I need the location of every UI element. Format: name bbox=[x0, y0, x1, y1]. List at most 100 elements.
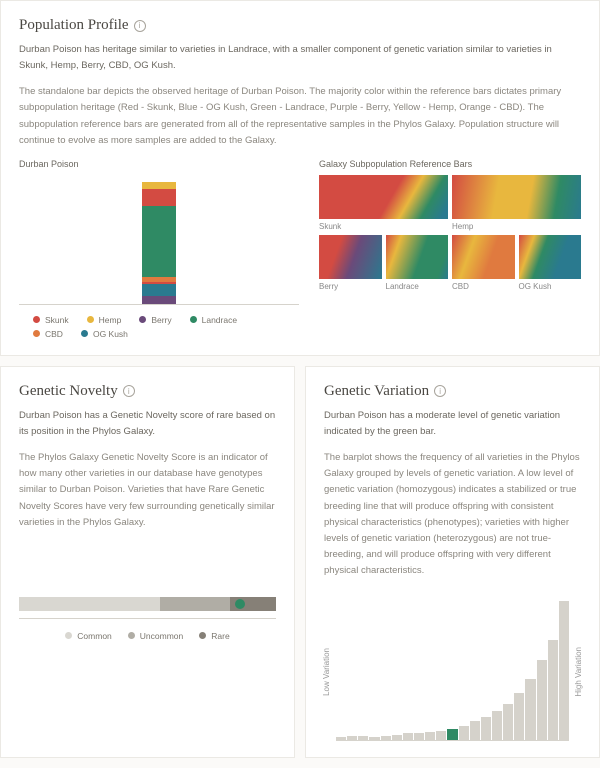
novelty-segment bbox=[160, 597, 229, 611]
variation-title-text: Genetic Variation bbox=[324, 383, 429, 400]
variation-desc: The barplot shows the frequency of all v… bbox=[324, 450, 581, 579]
variation-bar bbox=[537, 660, 547, 741]
legend-dot bbox=[128, 632, 135, 639]
population-legend: Skunk Hemp Berry Landrace CBD OG Kush bbox=[19, 315, 299, 339]
variation-bar bbox=[403, 733, 413, 740]
legend-item: Skunk bbox=[33, 315, 69, 325]
variation-summary: Durban Poison has a moderate level of ge… bbox=[324, 408, 581, 440]
variation-bar bbox=[548, 640, 558, 740]
variation-bar bbox=[492, 711, 502, 740]
variation-bar bbox=[503, 704, 513, 740]
legend-label: Uncommon bbox=[140, 631, 183, 641]
variation-bar bbox=[436, 731, 446, 741]
reference-label: Skunk bbox=[319, 222, 448, 231]
variation-bar bbox=[369, 737, 379, 740]
legend-item: OG Kush bbox=[81, 329, 128, 339]
legend-dot bbox=[81, 330, 88, 337]
population-charts: Durban Poison SkunkHempBerryLandraceCBDO… bbox=[19, 159, 581, 339]
stack-segment bbox=[142, 182, 176, 189]
stacked-bar bbox=[142, 182, 176, 304]
variation-bar bbox=[559, 601, 569, 740]
legend-dot bbox=[65, 632, 72, 639]
reference-grid: Skunk Hemp Berry LandraceCBD OG Kush bbox=[319, 175, 581, 291]
stack-segment bbox=[142, 206, 176, 277]
refs-label: Galaxy Subpopulation Reference Bars bbox=[319, 159, 581, 169]
novelty-summary: Durban Poison has a Genetic Novelty scor… bbox=[19, 408, 276, 440]
info-icon[interactable]: i bbox=[434, 385, 446, 397]
legend-dot bbox=[33, 316, 40, 323]
legend-item: CBD bbox=[33, 329, 63, 339]
legend-label: Landrace bbox=[202, 315, 237, 325]
stack-segment bbox=[142, 189, 176, 206]
reference-label: Berry bbox=[319, 282, 382, 291]
legend-dot bbox=[139, 316, 146, 323]
variation-bar bbox=[347, 736, 357, 740]
novelty-chart: Common Uncommon Rare bbox=[19, 561, 276, 641]
reference-cell: CBD bbox=[452, 235, 515, 291]
reference-cell: Skunk bbox=[319, 175, 448, 231]
reference-cell: OG Kush bbox=[519, 235, 582, 291]
info-icon[interactable]: i bbox=[123, 385, 135, 397]
variation-bar bbox=[358, 736, 368, 740]
legend-label: Hemp bbox=[99, 315, 122, 325]
reference-cell: Berry bbox=[319, 235, 382, 291]
stack-segment bbox=[142, 296, 176, 303]
reference-label: Hemp bbox=[452, 222, 581, 231]
reference-bar bbox=[319, 235, 382, 279]
legend-dot bbox=[87, 316, 94, 323]
legend-item: Hemp bbox=[87, 315, 122, 325]
legend-item: Berry bbox=[139, 315, 171, 325]
variation-bar bbox=[414, 733, 424, 740]
legend-label: Berry bbox=[151, 315, 171, 325]
population-title-text: Population Profile bbox=[19, 17, 129, 34]
population-references: Galaxy Subpopulation Reference Bars Skun… bbox=[319, 159, 581, 339]
novelty-bar bbox=[19, 591, 276, 619]
legend-label: Common bbox=[77, 631, 111, 641]
reference-cell: Landrace bbox=[386, 235, 449, 291]
novelty-legend: Common Uncommon Rare bbox=[19, 631, 276, 641]
reference-bar bbox=[386, 235, 449, 279]
reference-bar bbox=[452, 175, 581, 219]
population-standalone: Durban Poison Skunk Hemp Berry Landrace CBD O… bbox=[19, 159, 299, 339]
variation-bar bbox=[336, 737, 346, 740]
population-title: Population Profile i bbox=[19, 17, 581, 34]
legend-item: Common bbox=[65, 631, 111, 641]
population-desc: The standalone bar depicts the observed … bbox=[19, 84, 581, 149]
variation-bar bbox=[470, 721, 480, 740]
legend-item: Rare bbox=[199, 631, 229, 641]
population-profile-card: Population Profile i Durban Poison has h… bbox=[0, 0, 600, 356]
population-summary: Durban Poison has heritage similar to va… bbox=[19, 42, 581, 74]
variation-chart: Low Variation High Variation bbox=[324, 591, 581, 741]
reference-cell: Hemp bbox=[452, 175, 581, 231]
legend-label: CBD bbox=[45, 329, 63, 339]
legend-dot bbox=[190, 316, 197, 323]
variation-bar bbox=[381, 736, 391, 740]
standalone-label: Durban Poison bbox=[19, 159, 299, 169]
reference-bar bbox=[519, 235, 582, 279]
genetic-novelty-card: Genetic Novelty i Durban Poison has a Ge… bbox=[0, 366, 295, 758]
reference-bar bbox=[319, 175, 448, 219]
variation-bar bbox=[525, 679, 535, 740]
variation-bar bbox=[447, 729, 457, 740]
legend-dot bbox=[33, 330, 40, 337]
variation-bar bbox=[459, 726, 469, 740]
novelty-marker bbox=[235, 599, 245, 609]
legend-item: Landrace bbox=[190, 315, 237, 325]
high-variation-label: High Variation bbox=[574, 647, 583, 697]
legend-dot bbox=[199, 632, 206, 639]
novelty-segment bbox=[19, 597, 160, 611]
reference-label: OG Kush bbox=[519, 282, 582, 291]
variation-bar bbox=[481, 717, 491, 741]
variation-bar bbox=[392, 735, 402, 741]
genetic-variation-card: Genetic Variation i Durban Poison has a … bbox=[305, 366, 600, 758]
variation-bar bbox=[425, 732, 435, 740]
info-icon[interactable]: i bbox=[134, 20, 146, 32]
legend-label: Rare bbox=[211, 631, 229, 641]
legend-label: OG Kush bbox=[93, 329, 128, 339]
legend-item: Uncommon bbox=[128, 631, 183, 641]
novelty-desc: The Phylos Galaxy Genetic Novelty Score … bbox=[19, 450, 276, 531]
legend-label: Skunk bbox=[45, 315, 69, 325]
variation-title: Genetic Variation i bbox=[324, 383, 581, 400]
novelty-title-text: Genetic Novelty bbox=[19, 383, 118, 400]
stack-segment bbox=[142, 284, 176, 296]
